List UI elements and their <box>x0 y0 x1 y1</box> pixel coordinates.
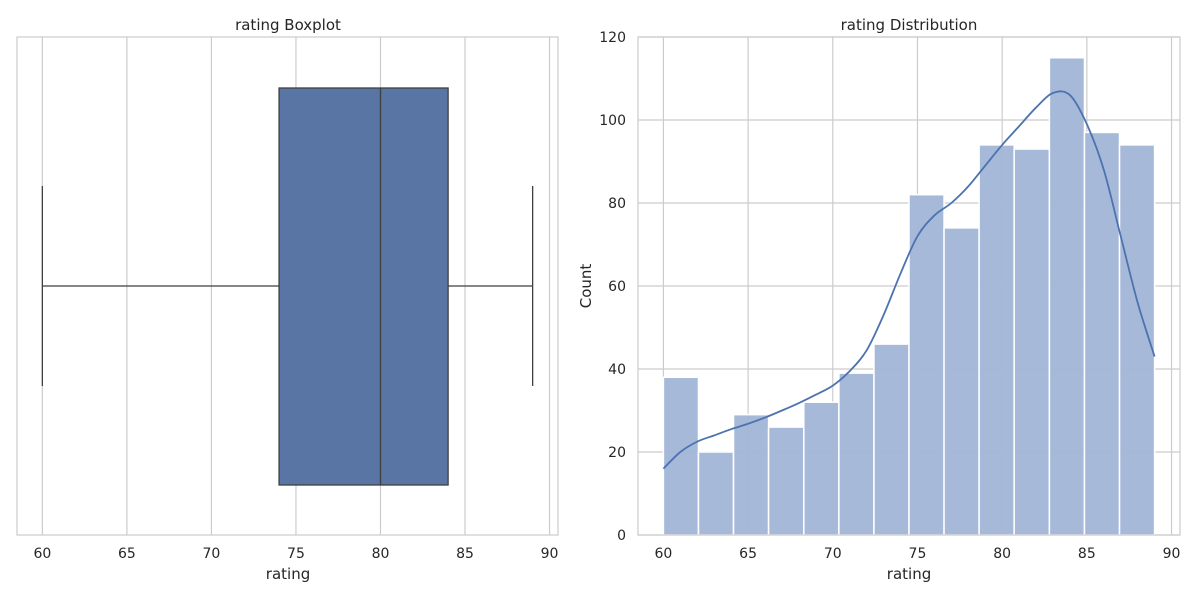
histogram-y-tick-label: 0 <box>617 528 626 544</box>
boxplot-x-label: rating <box>266 565 310 583</box>
boxplot-x-tick-label: 75 <box>287 546 305 562</box>
histogram-x-ticks: 60 65 70 75 80 85 90 <box>654 546 1180 562</box>
histogram-x-tick-label: 70 <box>824 546 842 562</box>
histogram-bar <box>838 372 875 536</box>
histogram-y-tick-label: 80 <box>608 196 626 212</box>
histogram-bar <box>732 413 770 536</box>
histogram-bar <box>1083 131 1121 536</box>
histogram-bar <box>767 426 805 536</box>
histogram-x-tick-label: 65 <box>739 546 757 562</box>
boxplot-x-tick-label: 80 <box>372 546 390 562</box>
boxplot-x-tick-label: 90 <box>541 546 559 562</box>
histogram-x-tick-label: 85 <box>1078 546 1096 562</box>
histogram-bar <box>1048 57 1086 536</box>
histogram-bar <box>943 227 980 536</box>
histogram-y-tick-label: 120 <box>599 30 626 46</box>
histogram-bar <box>1013 148 1051 536</box>
histogram-frame <box>637 36 1181 536</box>
histogram-bar <box>908 193 945 536</box>
boxplot-x-tick-label: 60 <box>33 546 51 562</box>
histogram-x-label: rating <box>887 565 931 583</box>
histogram-y-tick-label: 20 <box>608 445 626 461</box>
histogram-bar <box>662 376 700 536</box>
histogram-y-ticks: 0 20 40 60 80 100 120 <box>599 30 626 544</box>
boxplot-x-tick-label: 70 <box>203 546 221 562</box>
boxplot-frame <box>16 36 559 536</box>
histogram-x-tick-label: 75 <box>909 546 927 562</box>
boxplot-panel: 60 65 70 75 80 85 90 rating Boxplot rating <box>16 16 559 583</box>
boxplot-title: rating Boxplot <box>235 16 341 34</box>
histogram-kde-curve <box>662 90 1156 470</box>
histogram-bar <box>803 401 840 536</box>
histogram-panel: 60 65 70 75 80 85 90 0 20 40 60 80 100 120 rating Di… <box>577 16 1181 583</box>
boxplot-x-tick-label: 65 <box>118 546 136 562</box>
histogram-bars <box>662 57 1156 536</box>
histogram-y-label: Count <box>577 264 595 309</box>
histogram-y-tick-label: 100 <box>599 113 626 129</box>
histogram-x-tick-label: 80 <box>993 546 1011 562</box>
histogram-x-tick-label: 60 <box>654 546 672 562</box>
boxplot-box <box>278 87 449 486</box>
boxplot-x-tick-label: 85 <box>456 546 474 562</box>
histogram-bar <box>697 451 735 536</box>
histogram-x-tick-label: 90 <box>1163 546 1181 562</box>
histogram-bar <box>978 144 1015 536</box>
histogram-bar <box>873 343 910 536</box>
boxplot-body <box>41 87 534 486</box>
histogram-y-tick-label: 60 <box>608 279 626 295</box>
boxplot-x-ticks: 60 65 70 75 80 85 90 <box>33 546 558 562</box>
histogram-y-tick-label: 40 <box>608 362 626 378</box>
histogram-title: rating Distribution <box>841 16 978 34</box>
